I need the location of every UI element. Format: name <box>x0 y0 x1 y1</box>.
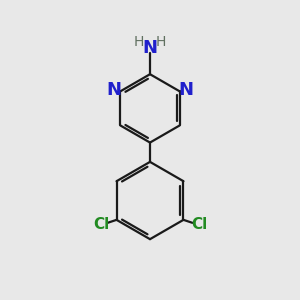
Text: H: H <box>134 34 144 49</box>
Text: Cl: Cl <box>93 217 109 232</box>
Text: Cl: Cl <box>191 217 207 232</box>
Text: N: N <box>106 81 122 99</box>
Text: N: N <box>178 81 194 99</box>
Text: H: H <box>156 34 166 49</box>
Text: N: N <box>142 39 158 57</box>
